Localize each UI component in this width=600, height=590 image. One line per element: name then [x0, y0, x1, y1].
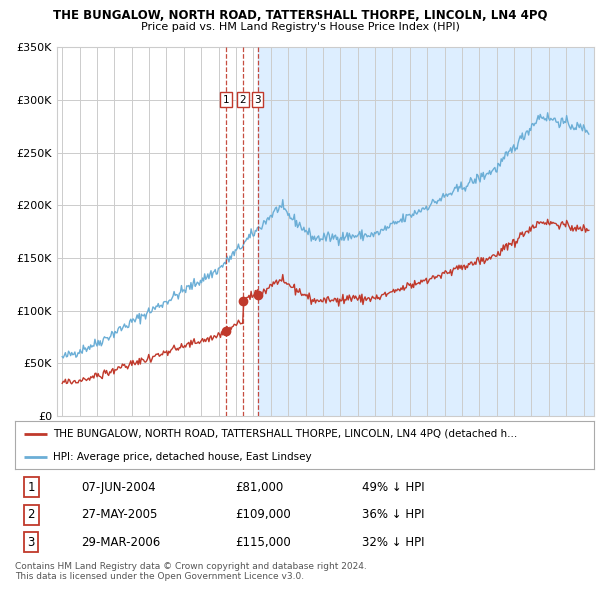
Text: £115,000: £115,000 — [235, 536, 291, 549]
Text: THE BUNGALOW, NORTH ROAD, TATTERSHALL THORPE, LINCOLN, LN4 4PQ: THE BUNGALOW, NORTH ROAD, TATTERSHALL TH… — [53, 9, 547, 22]
Text: 2: 2 — [28, 508, 35, 522]
Text: 32% ↓ HPI: 32% ↓ HPI — [362, 536, 425, 549]
Text: 36% ↓ HPI: 36% ↓ HPI — [362, 508, 425, 522]
Text: THE BUNGALOW, NORTH ROAD, TATTERSHALL THORPE, LINCOLN, LN4 4PQ (detached h...: THE BUNGALOW, NORTH ROAD, TATTERSHALL TH… — [53, 429, 517, 439]
Text: £81,000: £81,000 — [235, 481, 283, 494]
Text: Price paid vs. HM Land Registry's House Price Index (HPI): Price paid vs. HM Land Registry's House … — [140, 22, 460, 32]
Text: This data is licensed under the Open Government Licence v3.0.: This data is licensed under the Open Gov… — [15, 572, 304, 581]
Text: 49% ↓ HPI: 49% ↓ HPI — [362, 481, 425, 494]
Text: £109,000: £109,000 — [235, 508, 291, 522]
Bar — [257, 47, 594, 416]
Text: 27-MAY-2005: 27-MAY-2005 — [82, 508, 158, 522]
Text: 2: 2 — [239, 95, 246, 105]
Text: 1: 1 — [28, 481, 35, 494]
Text: 3: 3 — [254, 95, 261, 105]
Text: 29-MAR-2006: 29-MAR-2006 — [82, 536, 161, 549]
Text: 3: 3 — [28, 536, 35, 549]
Text: 07-JUN-2004: 07-JUN-2004 — [82, 481, 156, 494]
Text: 1: 1 — [223, 95, 230, 105]
Text: Contains HM Land Registry data © Crown copyright and database right 2024.: Contains HM Land Registry data © Crown c… — [15, 562, 367, 571]
Text: HPI: Average price, detached house, East Lindsey: HPI: Average price, detached house, East… — [53, 452, 311, 462]
